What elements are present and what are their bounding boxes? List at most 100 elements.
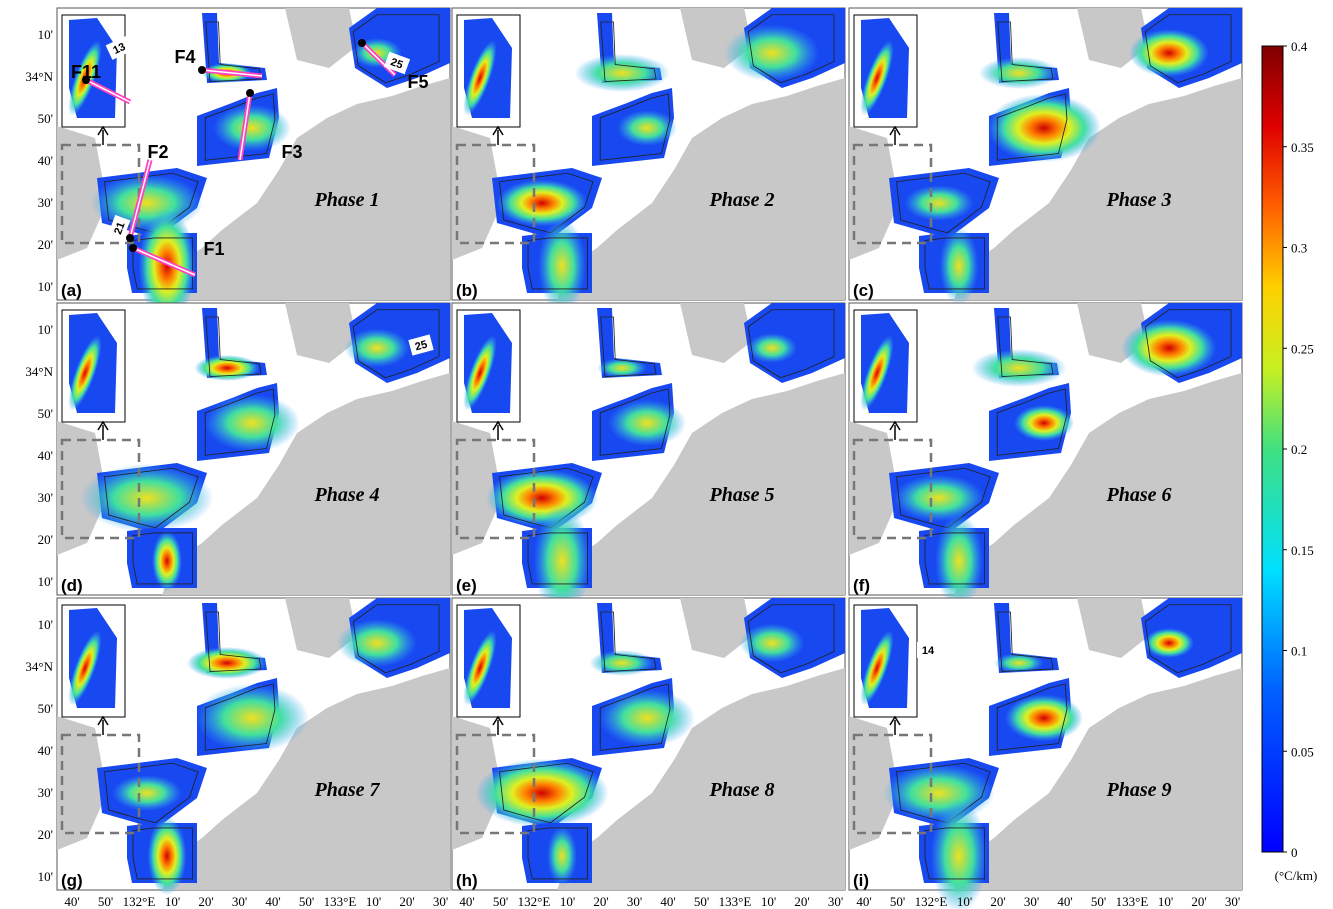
y-tick-label: 40' bbox=[38, 743, 53, 758]
gradient-band bbox=[80, 463, 214, 533]
contour bbox=[204, 388, 276, 456]
land bbox=[954, 78, 1242, 300]
y-tick-label: 10' bbox=[38, 279, 53, 294]
panel-title: Phase 3 bbox=[1106, 189, 1172, 211]
front-label: F3 bbox=[281, 142, 302, 162]
contour bbox=[997, 21, 1054, 82]
x-tick-label: 50' bbox=[493, 894, 508, 909]
x-tick-label: 20' bbox=[198, 894, 213, 909]
contour bbox=[600, 316, 657, 377]
contour-label: 25 bbox=[383, 51, 411, 75]
contour bbox=[600, 21, 657, 82]
contour bbox=[205, 611, 262, 672]
panel: Phase 4 (d) 25 bbox=[56, 302, 451, 596]
y-tick-label: 34°N bbox=[25, 69, 53, 84]
contour bbox=[747, 14, 835, 84]
panel: Phase 5 (e) bbox=[451, 302, 846, 618]
gradient-band bbox=[971, 349, 1067, 387]
contour bbox=[352, 14, 440, 84]
land bbox=[954, 373, 1242, 595]
contour bbox=[132, 827, 193, 880]
contour bbox=[747, 604, 835, 674]
land bbox=[217, 838, 272, 890]
x-tick-label: 20' bbox=[593, 894, 608, 909]
x-tick-label: 50' bbox=[299, 894, 314, 909]
gradient-band bbox=[213, 104, 291, 152]
x-tick-label: 132°E bbox=[915, 894, 948, 909]
y-tick-label: 10' bbox=[38, 617, 53, 632]
contour-label-box bbox=[105, 36, 133, 60]
panel: Phase 9 (i) 14 bbox=[848, 597, 1243, 909]
dashed-box bbox=[455, 733, 536, 835]
x-tick-label: 20' bbox=[990, 894, 1005, 909]
contour-label: 14 bbox=[917, 642, 939, 658]
gradient-band bbox=[617, 110, 677, 146]
x-tick-label: 20' bbox=[399, 894, 414, 909]
inset-band bbox=[860, 630, 894, 706]
contour bbox=[104, 467, 199, 529]
contour bbox=[352, 604, 440, 674]
x-tick-label: 30' bbox=[232, 894, 247, 909]
land bbox=[849, 421, 899, 555]
contour bbox=[1144, 604, 1232, 674]
contour bbox=[204, 93, 276, 161]
land bbox=[57, 126, 107, 260]
gradient-band bbox=[939, 227, 979, 305]
land bbox=[612, 838, 667, 890]
contour bbox=[924, 827, 985, 880]
gradient-band bbox=[747, 333, 797, 363]
gradient-band bbox=[979, 57, 1059, 89]
front-start bbox=[82, 76, 90, 84]
front-label: F11 bbox=[71, 62, 101, 82]
gradient-band bbox=[147, 817, 187, 895]
y-tick-label: 20' bbox=[38, 532, 53, 547]
colorbar bbox=[1261, 45, 1284, 853]
x-tick-label: 50' bbox=[1091, 894, 1106, 909]
arrow-head bbox=[97, 420, 109, 431]
inset-band bbox=[463, 40, 497, 116]
contour bbox=[996, 388, 1068, 456]
front-start bbox=[126, 234, 134, 242]
panel-label: (c) bbox=[853, 281, 874, 300]
contour-label: 21 bbox=[107, 214, 131, 242]
colorbar-tick-label: 0.1 bbox=[1291, 644, 1307, 659]
x-tick-label: 50' bbox=[890, 894, 905, 909]
front-label: F2 bbox=[147, 142, 168, 162]
colorbar-label: (°C/km) bbox=[1275, 868, 1318, 883]
y-tick-label: 10' bbox=[38, 322, 53, 337]
front-start bbox=[129, 244, 137, 252]
land bbox=[612, 543, 667, 595]
y-tick-label: 30' bbox=[38, 785, 53, 800]
x-tick-label: 10' bbox=[957, 894, 972, 909]
front-label: F4 bbox=[174, 47, 195, 67]
gradient-band bbox=[883, 764, 995, 822]
gradient-band bbox=[138, 209, 196, 323]
colorbar-tick-label: 0.05 bbox=[1291, 744, 1314, 759]
contour-label-box bbox=[107, 214, 131, 242]
front-line-core bbox=[361, 42, 396, 76]
gradient-band bbox=[935, 513, 983, 609]
dashed-box bbox=[455, 438, 536, 540]
land bbox=[285, 303, 357, 363]
y-tick-label: 10' bbox=[38, 574, 53, 589]
arrow-head bbox=[492, 420, 504, 431]
land bbox=[1009, 838, 1064, 890]
inset-band bbox=[860, 40, 894, 116]
land bbox=[57, 421, 107, 555]
colorbar-tick-label: 0 bbox=[1291, 845, 1298, 860]
x-tick-label: 133°E bbox=[719, 894, 752, 909]
contour bbox=[747, 309, 835, 379]
panel-title: Phase 4 bbox=[314, 484, 380, 506]
contour bbox=[104, 762, 199, 824]
contour bbox=[132, 532, 193, 585]
front-start bbox=[246, 89, 254, 97]
contour-label-text: 25 bbox=[389, 56, 405, 71]
dashed-box bbox=[455, 143, 536, 245]
gradient-band bbox=[987, 93, 1101, 163]
front-line-core bbox=[239, 92, 251, 161]
gradient-band bbox=[608, 399, 686, 447]
land bbox=[162, 373, 450, 595]
land bbox=[452, 716, 502, 850]
y-tick-label: 30' bbox=[38, 195, 53, 210]
y-tick-label: 34°N bbox=[25, 364, 53, 379]
